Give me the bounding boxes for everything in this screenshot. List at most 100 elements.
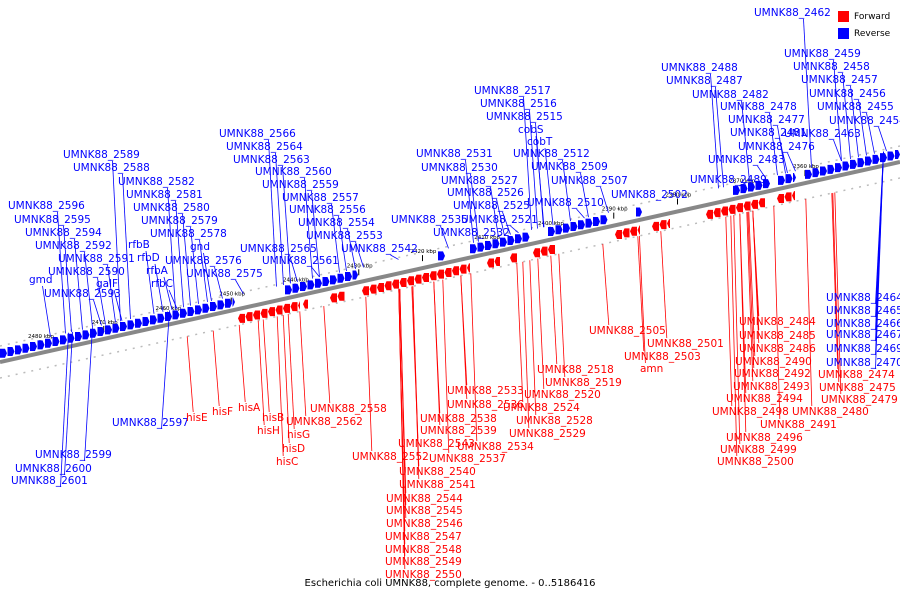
reverse-gene-arrow [778, 175, 785, 185]
leader-line [739, 181, 748, 187]
reverse-label-umnk88-2600: UMNK88_2600 [15, 463, 92, 475]
leader-line [777, 125, 786, 174]
reverse-label-umnk88-2591: UMNK88_2591 [58, 253, 135, 265]
leader-line [757, 165, 766, 179]
reverse-label-umnk88-2582: UMNK88_2582 [118, 176, 195, 188]
reverse-gene-arrow [507, 235, 515, 245]
forward-gene-arrow [414, 274, 422, 284]
reverse-gene-arrow [842, 161, 850, 171]
reverse-gene-arrow [202, 303, 210, 313]
reverse-label-umnk88-2590: UMNK88_2590 [48, 266, 125, 278]
tick-label: 2400 kbp [538, 221, 564, 227]
reverse-gene-arrow [210, 302, 217, 312]
reverse-gene-arrow [515, 234, 522, 244]
leader-line [779, 138, 788, 174]
leader-line [442, 279, 450, 454]
leader-line [145, 250, 155, 314]
forward-gene-arrow [784, 192, 792, 202]
leader-line [746, 212, 754, 382]
reverse-gene-arrow [895, 150, 900, 160]
leader-line [175, 200, 184, 308]
leader-line [600, 186, 609, 213]
forward-label-hisb: hisB [262, 412, 284, 424]
reverse-label-umnk88-2476: UMNK88_2476 [738, 141, 815, 153]
leader-line [412, 286, 420, 480]
forward-label-umnk88-2503: UMNK88_2503 [624, 351, 701, 363]
forward-label-umnk88-2490: UMNK88_2490 [735, 356, 812, 368]
leader-line [347, 228, 356, 270]
reverse-gene-arrow [337, 273, 345, 283]
forward-gene-arrow [407, 276, 414, 286]
forward-gene-arrow [253, 310, 260, 320]
reverse-label-umnk88-2478: UMNK88_2478 [720, 101, 797, 113]
forward-label-umnk88-2562: UMNK88_2562 [286, 416, 363, 428]
reverse-gene-arrow [748, 182, 755, 192]
reverse-gene-arrow [150, 315, 157, 325]
reverse-label-umnk88-2531: UMNK88_2531 [416, 148, 493, 160]
tick-label: 2380 kbp [666, 192, 692, 198]
leader-line [440, 225, 449, 249]
leader-line [163, 276, 173, 310]
tick-label: 2410 kbp [474, 235, 500, 241]
reverse-label-rfbd: rfbD [137, 252, 160, 264]
leader-line [660, 231, 668, 339]
leader-line [490, 186, 499, 238]
leader-line [529, 260, 537, 416]
forward-label-umnk88-2536: UMNK88_2536 [447, 399, 524, 411]
legend-reverse-label: Reverse [854, 28, 891, 39]
reverse-gene-arrow [90, 328, 97, 338]
reverse-gene-arrow [97, 327, 105, 337]
reverse-label-umnk88-2553: UMNK88_2553 [306, 230, 383, 242]
forward-label-umnk88-2543: UMNK88_2543 [398, 438, 475, 450]
reverse-gene-arrow [593, 216, 600, 226]
reverse-label-umnk88-2559: UMNK88_2559 [262, 179, 339, 191]
forward-label-umnk88-2538: UMNK88_2538 [420, 413, 497, 425]
leader-line [748, 211, 756, 357]
forward-label-umnk88-2494: UMNK88_2494 [726, 393, 803, 405]
leader-line [97, 277, 106, 325]
reverse-label-umnk88-2510: UMNK88_2510 [527, 197, 604, 209]
forward-label-umnk88-2518: UMNK88_2518 [537, 364, 614, 376]
reverse-label-umnk88-2483: UMNK88_2483 [708, 154, 785, 166]
reverse-label-umnk88-2512: UMNK88_2512 [513, 148, 590, 160]
reverse-gene-arrow [485, 240, 492, 250]
leader-line [212, 330, 220, 407]
reverse-gene-arrow [75, 332, 82, 342]
forward-gene-arrow [330, 293, 337, 303]
reverse-gene-arrow [812, 168, 820, 178]
reverse-label-umnk88-2457: UMNK88_2457 [801, 74, 878, 86]
leader-line [323, 306, 331, 404]
leader-line [122, 173, 131, 320]
forward-label-hisg: hisG [287, 429, 310, 441]
leader-line [182, 213, 191, 306]
forward-label-umnk88-2529: UMNK88_2529 [509, 428, 586, 440]
forward-gene-arrow [721, 206, 728, 216]
reverse-gene-arrow [850, 159, 857, 169]
reverse-label-umnk88-2579: UMNK88_2579 [141, 215, 218, 227]
forward-gene-arrow [622, 228, 630, 238]
reverse-gene-arrow [45, 338, 52, 348]
reverse-gene-arrow [872, 154, 880, 164]
reverse-gene-arrow [67, 333, 75, 343]
tick-label: 2390 kbp [602, 207, 628, 213]
leader-line [64, 331, 73, 476]
reverse-label-rfba: rfbA [146, 265, 169, 277]
tick-label: 2480 kbp [28, 334, 54, 340]
leader-line [57, 211, 66, 334]
reverse-gene-arrow [492, 239, 500, 249]
forward-gene-arrow [637, 225, 640, 235]
reverse-gene-arrow [135, 318, 142, 328]
leader-line [167, 187, 176, 310]
forward-label-umnk88-2534: UMNK88_2534 [457, 441, 534, 453]
reverse-label-umnk88-2566: UMNK88_2566 [219, 128, 296, 140]
leader-line [60, 332, 69, 488]
reverse-label-umnk88-2507: UMNK88_2507 [551, 175, 628, 187]
forward-label-hise: hisE [186, 412, 208, 424]
leader-line [580, 172, 589, 218]
reverse-label-umnk88-2580: UMNK88_2580 [133, 202, 210, 214]
reverse-label-umnk88-2530: UMNK88_2530 [421, 162, 498, 174]
leader-line [833, 59, 842, 162]
leader-line [112, 160, 121, 322]
forward-gene-arrow [459, 264, 467, 274]
